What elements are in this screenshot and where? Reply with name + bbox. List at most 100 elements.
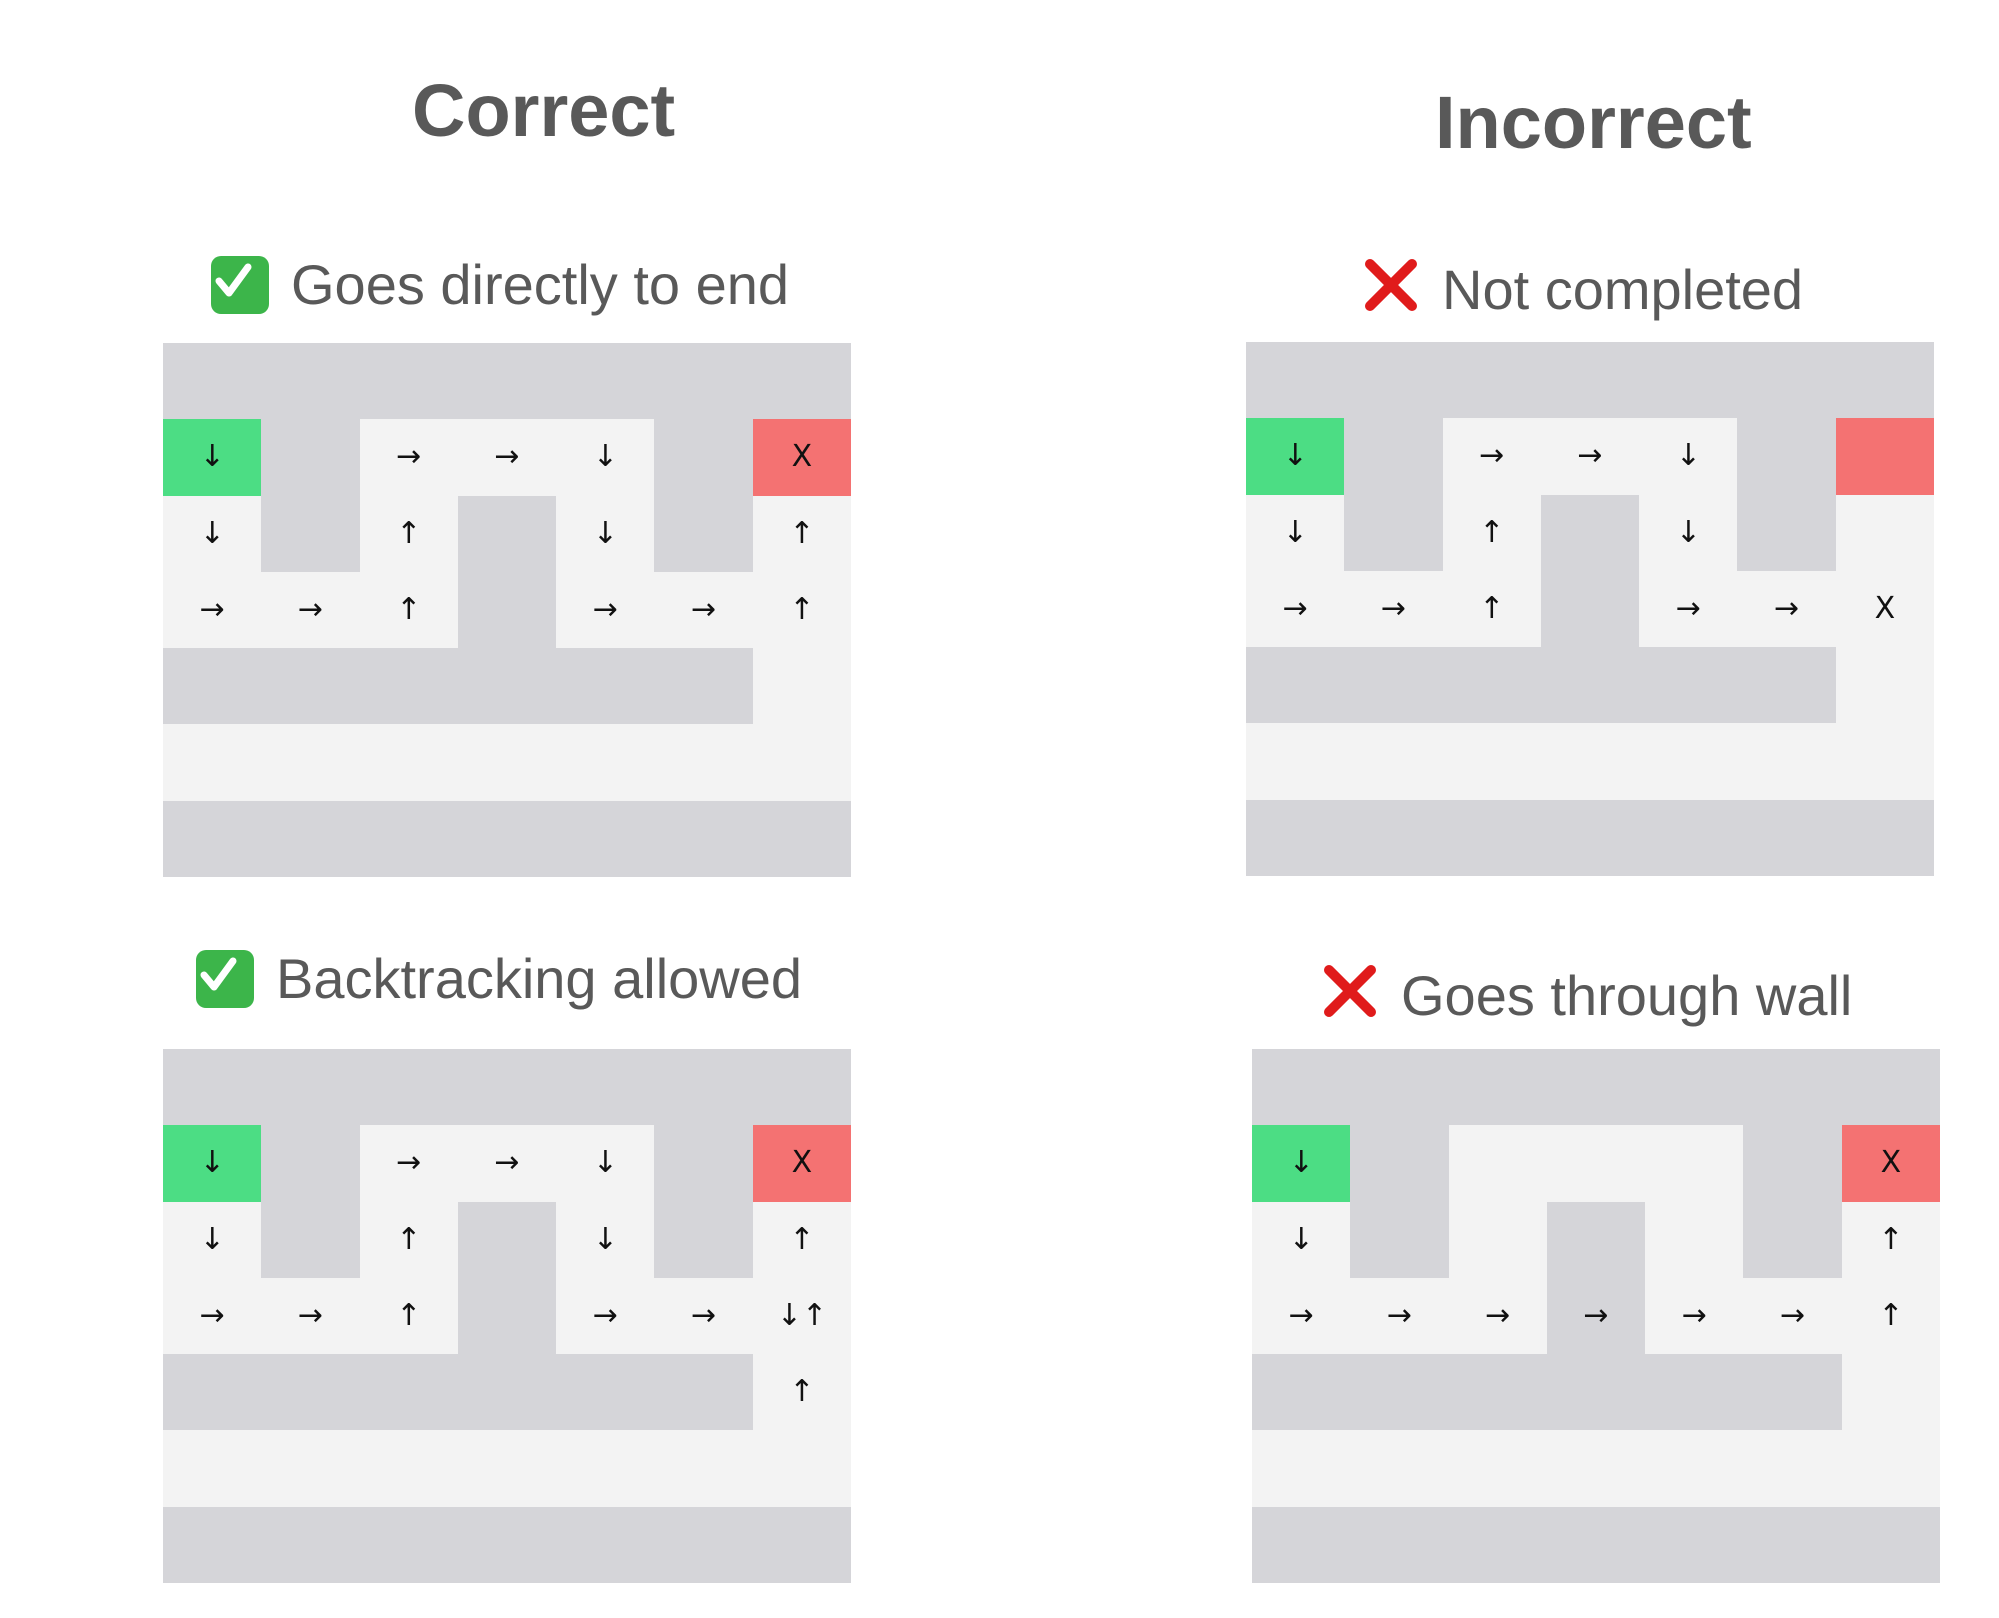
maze-cell-path — [1835, 494, 1934, 571]
maze-cell-wall — [752, 343, 851, 420]
maze-cell-wall — [654, 343, 753, 420]
maze-cell-wall — [1344, 799, 1443, 876]
maze-cell-wall — [654, 1125, 753, 1202]
maze-cell-path: → — [556, 1277, 655, 1355]
maze-cell-wall — [654, 1049, 753, 1126]
maze-cell-wall — [556, 343, 655, 420]
maze-cell-wall — [1448, 1506, 1547, 1583]
maze-cell-path: ↑ — [752, 571, 851, 649]
maze-cell-start: ↓ — [1252, 1125, 1351, 1202]
maze-cell-path: ↑ — [1841, 1201, 1940, 1278]
maze-cell-path: ↓↑ — [752, 1277, 851, 1355]
maze-cell-wall — [1448, 1354, 1547, 1431]
maze-cell-wall — [1540, 799, 1640, 876]
maze-cell-path: → — [654, 1277, 753, 1355]
maze-cell-wall — [457, 1277, 557, 1355]
maze-cell-path: ↓ — [1252, 1201, 1351, 1278]
maze-cell-wall — [457, 1049, 557, 1126]
maze-cell-path — [1448, 1430, 1547, 1507]
maze-cell-path: ↑ — [1841, 1277, 1940, 1355]
maze-cell-path: → — [1540, 418, 1640, 495]
maze-cell-path — [1448, 1201, 1547, 1278]
maze-cell-wall — [1350, 1201, 1449, 1278]
maze-cell-path: → — [359, 1125, 458, 1202]
maze-cell-path: → — [1344, 570, 1443, 648]
maze-cell-wall — [261, 800, 360, 877]
maze-cell-path — [1841, 1430, 1940, 1507]
maze-cell-wall — [1645, 1354, 1744, 1431]
maze-cell-wall — [556, 1354, 655, 1431]
maze-cell-wall — [1639, 342, 1738, 419]
maze-cell-path — [556, 1430, 655, 1507]
maze-cell-start: ↓ — [1246, 418, 1345, 495]
caption-through-wall: Goes through wall — [1321, 962, 1852, 1029]
maze-cell-path: ↓ — [163, 1201, 262, 1278]
check-mark-icon — [196, 950, 254, 1008]
maze-cell-wall — [359, 1354, 458, 1431]
maze-cell-path — [457, 724, 557, 801]
maze-cell-wall — [261, 343, 360, 420]
maze-cell-path — [1344, 723, 1443, 800]
maze-cell-wall — [457, 1354, 557, 1431]
maze-cell-wall — [1344, 342, 1443, 419]
maze-cell-wall — [261, 1201, 360, 1278]
maze-cell-wall — [556, 800, 655, 877]
maze-cell-path: ↑ — [359, 1277, 458, 1355]
maze-cell-wall — [261, 1354, 360, 1431]
maze-goes-directly: ↓ → → ↓ X ↓ ↑ ↓ ↑ → → ↑ → → ↑ — [163, 343, 851, 877]
maze-cell-start: ↓ — [163, 419, 262, 496]
maze-cell-path — [1246, 723, 1345, 800]
maze-cell-path — [1645, 1430, 1744, 1507]
cross-mark-icon — [1362, 256, 1420, 323]
maze-cell-wall — [556, 648, 655, 725]
maze-cell-wall — [261, 495, 360, 572]
maze-cell-path: → — [1639, 570, 1738, 648]
maze-cell-wall — [163, 1506, 262, 1583]
maze-cell-wall — [1639, 799, 1738, 876]
maze-cell-wall: → — [1546, 1277, 1646, 1355]
maze-cell-path: → — [1252, 1277, 1351, 1355]
maze-cell-path: → — [261, 571, 360, 649]
correct-column-title: Correct — [412, 69, 676, 152]
maze-cell-path — [261, 1430, 360, 1507]
maze-cell-path — [1737, 723, 1836, 800]
maze-cell-path: → — [1645, 1277, 1744, 1355]
maze-cell-wall — [457, 1201, 557, 1278]
maze-cell-wall — [1252, 1354, 1351, 1431]
maze-cell-wall — [752, 1049, 851, 1126]
maze-cell-path — [261, 724, 360, 801]
maze-cell-path: → — [1448, 1277, 1547, 1355]
maze-cell-wall — [1344, 418, 1443, 495]
maze-cell-path — [457, 1430, 557, 1507]
maze-cell-path: ↑ — [359, 571, 458, 649]
maze-cell-wall — [1246, 342, 1345, 419]
maze-cell-path: → — [457, 1125, 557, 1202]
maze-cell-path — [359, 1430, 458, 1507]
maze-cell-wall — [1737, 494, 1836, 571]
maze-cell-path: → — [1737, 570, 1836, 648]
maze-cell-wall — [752, 1506, 851, 1583]
maze-cell-wall — [1743, 1125, 1842, 1202]
maze-cell-wall — [261, 419, 360, 496]
caption-text: Goes through wall — [1401, 963, 1853, 1027]
maze-cell-wall — [1743, 1354, 1842, 1431]
caption-not-completed: Not completed — [1362, 256, 1803, 323]
maze-cell-wall — [1442, 799, 1541, 876]
maze-cell-wall — [457, 495, 557, 572]
maze-cell-path: → — [654, 571, 753, 649]
incorrect-column-title: Incorrect — [1435, 81, 1752, 164]
maze-cell-wall — [654, 419, 753, 496]
maze-cell-path — [1546, 1125, 1646, 1202]
maze-cell-path — [1835, 723, 1934, 800]
maze-cell-path — [1540, 723, 1640, 800]
maze-cell-wall — [1350, 1125, 1449, 1202]
maze-cell-wall — [556, 1049, 655, 1126]
maze-cell-wall — [1743, 1049, 1842, 1126]
maze-cell-wall — [654, 495, 753, 572]
maze-cell-path — [1639, 723, 1738, 800]
check-mark-icon — [211, 256, 269, 314]
maze-cell-wall — [261, 1049, 360, 1126]
maze-cell-wall — [654, 800, 753, 877]
maze-cell-path — [1546, 1430, 1646, 1507]
caption-backtracking: Backtracking allowed — [196, 950, 802, 1008]
